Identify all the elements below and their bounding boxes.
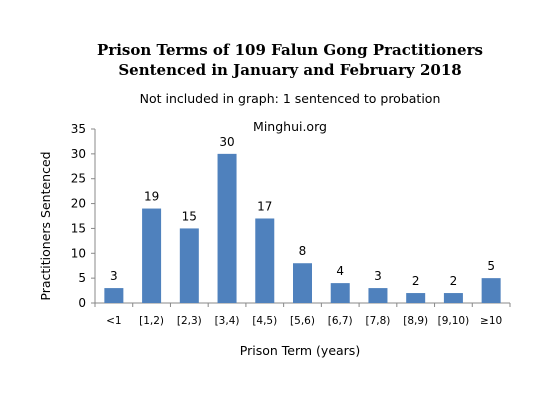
x-tick-label: [8,9) [403, 315, 428, 327]
data-label: 5 [487, 259, 495, 273]
bar [368, 288, 388, 303]
chart-title-line1: Prison Terms of 109 Falun Gong Practitio… [97, 41, 483, 59]
y-tick-label: 10 [71, 246, 86, 260]
chart-subtitle: Not included in graph: 1 sentenced to pr… [140, 91, 441, 106]
data-label: 2 [450, 274, 458, 288]
chart-title-line2: Sentenced in January and February 2018 [118, 61, 461, 79]
data-label: 3 [374, 269, 382, 283]
bar [406, 293, 426, 303]
x-tick-label: [9,10) [438, 315, 470, 327]
x-tick-label: [4,5) [252, 315, 277, 327]
data-label: 19 [144, 190, 159, 204]
y-tick-label: 35 [71, 122, 86, 136]
y-tick-label: 0 [78, 296, 86, 310]
bar [104, 288, 124, 303]
data-label: 3 [110, 269, 118, 283]
x-axis-label: Prison Term (years) [240, 343, 360, 358]
x-tick-label: <1 [106, 315, 121, 327]
x-tick-label: [3,4) [215, 315, 240, 327]
bar [179, 228, 199, 303]
y-tick-label: 20 [71, 197, 86, 211]
x-tick-label: [1,2) [139, 315, 164, 327]
data-label: 17 [257, 199, 272, 213]
y-tick-label: 5 [78, 271, 86, 285]
x-tick-label: [2,3) [177, 315, 202, 327]
bar [443, 293, 463, 303]
data-label: 4 [336, 264, 344, 278]
watermark: Minghui.org [253, 119, 327, 134]
bar [255, 218, 275, 303]
bar [293, 263, 312, 303]
data-label: 2 [412, 274, 420, 288]
plot-area: 051015202530353<119[1,2)15[2,3)30[3,4)17… [71, 122, 511, 327]
data-label: 8 [299, 244, 307, 258]
y-tick-label: 30 [71, 147, 86, 161]
x-tick-label: [7,8) [366, 315, 391, 327]
data-label: 15 [182, 209, 197, 223]
data-label: 30 [219, 135, 234, 149]
y-tick-label: 15 [71, 221, 86, 235]
x-tick-label: [5,6) [290, 315, 315, 327]
y-axis-label: Practitioners Sentenced [38, 151, 53, 300]
bar [330, 283, 350, 303]
bar [217, 153, 237, 303]
x-tick-label: [6,7) [328, 315, 353, 327]
y-tick-label: 25 [71, 172, 86, 186]
x-tick-label: ≥10 [480, 315, 502, 327]
bar [142, 208, 162, 303]
bar [481, 278, 501, 303]
